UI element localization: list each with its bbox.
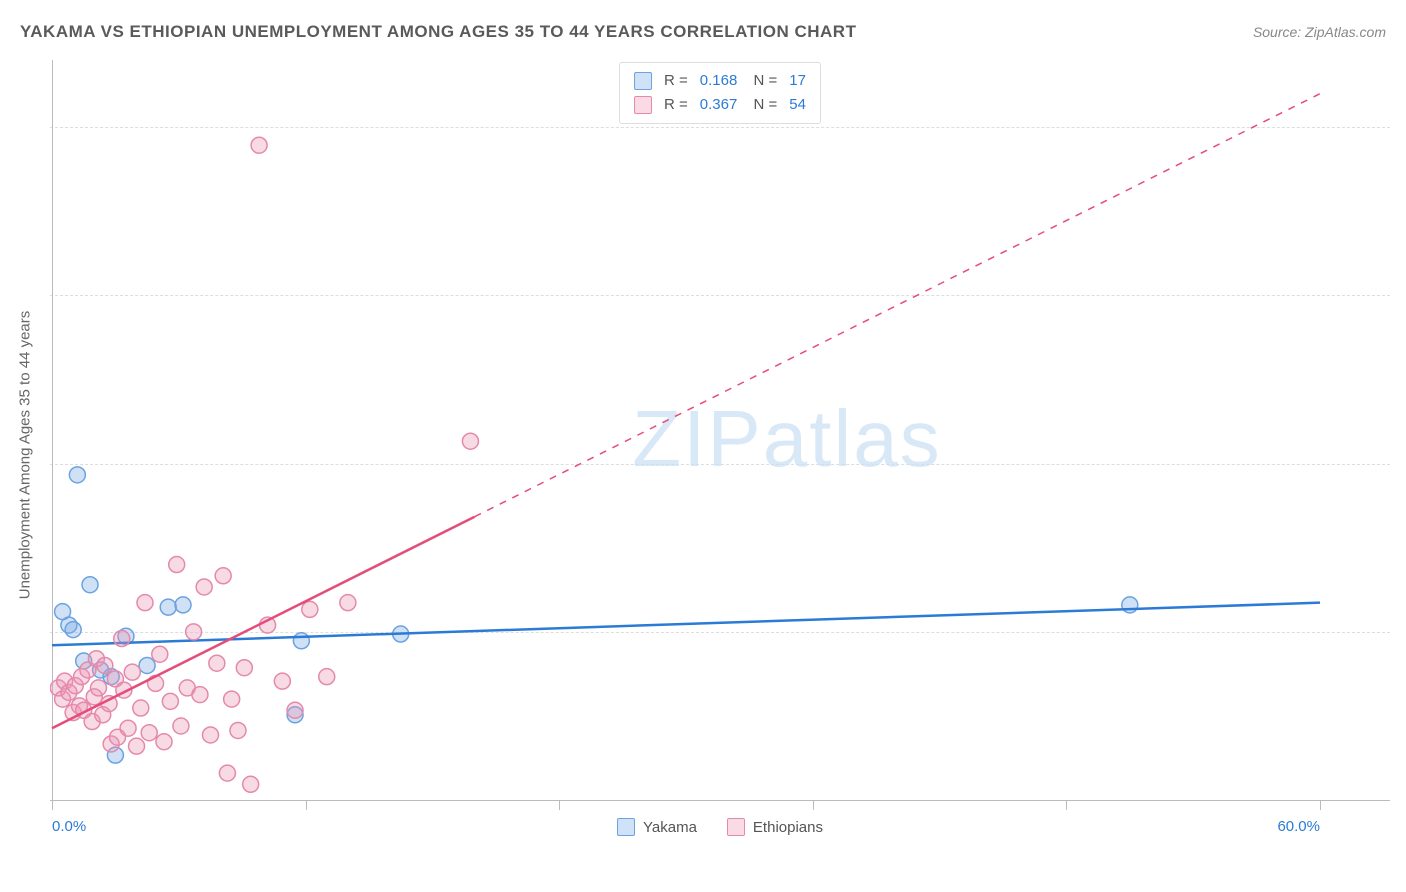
scatter-point xyxy=(196,579,212,595)
scatter-point xyxy=(152,646,168,662)
scatter-point xyxy=(203,727,219,743)
legend-label-ethiopians: Ethiopians xyxy=(753,819,823,836)
n-label: N = xyxy=(749,69,777,93)
scatter-point xyxy=(230,722,246,738)
scatter-point xyxy=(186,624,202,640)
stats-row-yakama: R = 0.168 N = 17 xyxy=(634,69,806,93)
scatter-point xyxy=(236,660,252,676)
scatter-point xyxy=(462,433,478,449)
n-label: N = xyxy=(749,93,777,117)
scatter-point xyxy=(162,693,178,709)
scatter-point xyxy=(319,669,335,685)
scatter-point xyxy=(274,673,290,689)
chart-source: Source: ZipAtlas.com xyxy=(1253,24,1386,40)
chart-title: YAKAMA VS ETHIOPIAN UNEMPLOYMENT AMONG A… xyxy=(20,22,856,42)
scatter-point xyxy=(1122,597,1138,613)
scatter-point xyxy=(175,597,191,613)
legend-item-yakama: Yakama xyxy=(617,818,697,836)
scatter-point xyxy=(133,700,149,716)
stats-legend: R = 0.168 N = 17 R = 0.367 N = 54 xyxy=(619,62,821,124)
trend-line-solid xyxy=(52,603,1320,646)
scatter-point xyxy=(139,657,155,673)
chart-header: YAKAMA VS ETHIOPIAN UNEMPLOYMENT AMONG A… xyxy=(20,22,1386,42)
chart-area: Unemployment Among Ages 35 to 44 years Z… xyxy=(50,60,1390,850)
scatter-point xyxy=(340,595,356,611)
scatter-point xyxy=(141,725,157,741)
scatter-point xyxy=(65,622,81,638)
legend-swatch-yakama xyxy=(617,818,635,836)
legend-swatch-ethiopians xyxy=(727,818,745,836)
y-axis-label: Unemployment Among Ages 35 to 44 years xyxy=(17,311,34,600)
scatter-svg xyxy=(50,60,1390,850)
scatter-point xyxy=(137,595,153,611)
scatter-point xyxy=(209,655,225,671)
scatter-point xyxy=(251,137,267,153)
trend-line-solid xyxy=(52,517,475,729)
plot-region: ZIPatlas 7.5%15.0%22.5%30.0%0.0%60.0% R … xyxy=(50,60,1390,850)
scatter-point xyxy=(169,557,185,573)
scatter-point xyxy=(215,568,231,584)
scatter-point xyxy=(302,601,318,617)
scatter-point xyxy=(293,633,309,649)
n-value-ethiopians: 54 xyxy=(789,93,806,117)
scatter-point xyxy=(114,631,130,647)
r-label: R = xyxy=(664,69,688,93)
trend-line-dashed xyxy=(475,94,1320,517)
scatter-point xyxy=(173,718,189,734)
scatter-point xyxy=(124,664,140,680)
scatter-point xyxy=(219,765,235,781)
scatter-point xyxy=(192,687,208,703)
scatter-point xyxy=(156,734,172,750)
scatter-point xyxy=(120,720,136,736)
r-label: R = xyxy=(664,93,688,117)
legend-item-ethiopians: Ethiopians xyxy=(727,818,823,836)
scatter-point xyxy=(243,776,259,792)
scatter-point xyxy=(69,467,85,483)
scatter-point xyxy=(160,599,176,615)
scatter-point xyxy=(129,738,145,754)
n-value-yakama: 17 xyxy=(789,69,806,93)
scatter-point xyxy=(287,702,303,718)
legend-label-yakama: Yakama xyxy=(643,819,697,836)
r-value-ethiopians: 0.367 xyxy=(700,93,738,117)
swatch-yakama xyxy=(634,72,652,90)
scatter-point xyxy=(224,691,240,707)
series-legend: Yakama Ethiopians xyxy=(617,818,823,836)
stats-row-ethiopians: R = 0.367 N = 54 xyxy=(634,93,806,117)
scatter-point xyxy=(82,577,98,593)
scatter-point xyxy=(90,680,106,696)
scatter-point xyxy=(97,657,113,673)
r-value-yakama: 0.168 xyxy=(700,69,738,93)
swatch-ethiopians xyxy=(634,96,652,114)
